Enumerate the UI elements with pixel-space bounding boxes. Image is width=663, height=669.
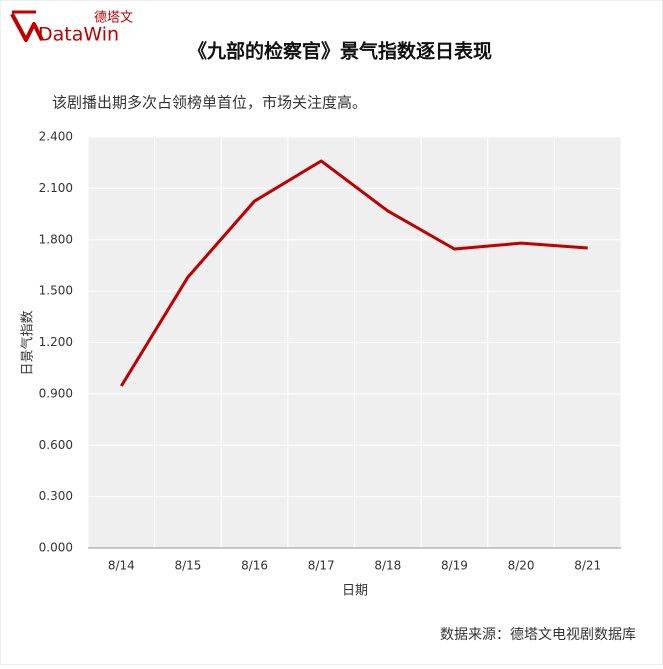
y-tick-label: 0.000 <box>39 541 73 555</box>
chart-title: 《九部的检察官》景气指数逐日表现 <box>188 40 492 63</box>
x-tick-label: 8/16 <box>241 559 268 573</box>
y-tick-label: 1.500 <box>39 284 73 298</box>
source: 数据来源：德塔文电视剧数据库 <box>440 627 636 643</box>
x-axis-label: 日期 <box>342 584 368 599</box>
y-tick-label: 0.900 <box>39 386 73 400</box>
y-tick-label: 1.800 <box>39 232 73 246</box>
y-tick-label: 2.400 <box>39 130 73 144</box>
logo-en: DataWin <box>38 24 119 46</box>
y-axis-label: 日景气指数 <box>20 310 36 375</box>
y-tick-label: 0.300 <box>39 489 73 503</box>
subtitle: 该剧播出期多次占领榜单首位，市场关注度高。 <box>52 94 367 112</box>
y-tick-label: 1.200 <box>39 335 73 349</box>
line-series <box>120 159 588 387</box>
x-tick-label: 8/21 <box>574 559 601 573</box>
x-tick-label: 8/19 <box>441 559 468 573</box>
x-tick-label: 8/20 <box>508 559 535 573</box>
x-tick-label: 8/15 <box>174 559 201 573</box>
y-tick-label: 0.600 <box>39 438 73 452</box>
logo-cn: 德塔文 <box>94 11 133 26</box>
x-tick-label: 8/17 <box>308 559 335 573</box>
x-tick-label: 8/18 <box>374 559 401 573</box>
logo-icon <box>10 10 44 42</box>
x-tick-label: 8/14 <box>108 559 135 573</box>
y-tick-label: 2.100 <box>39 181 73 195</box>
